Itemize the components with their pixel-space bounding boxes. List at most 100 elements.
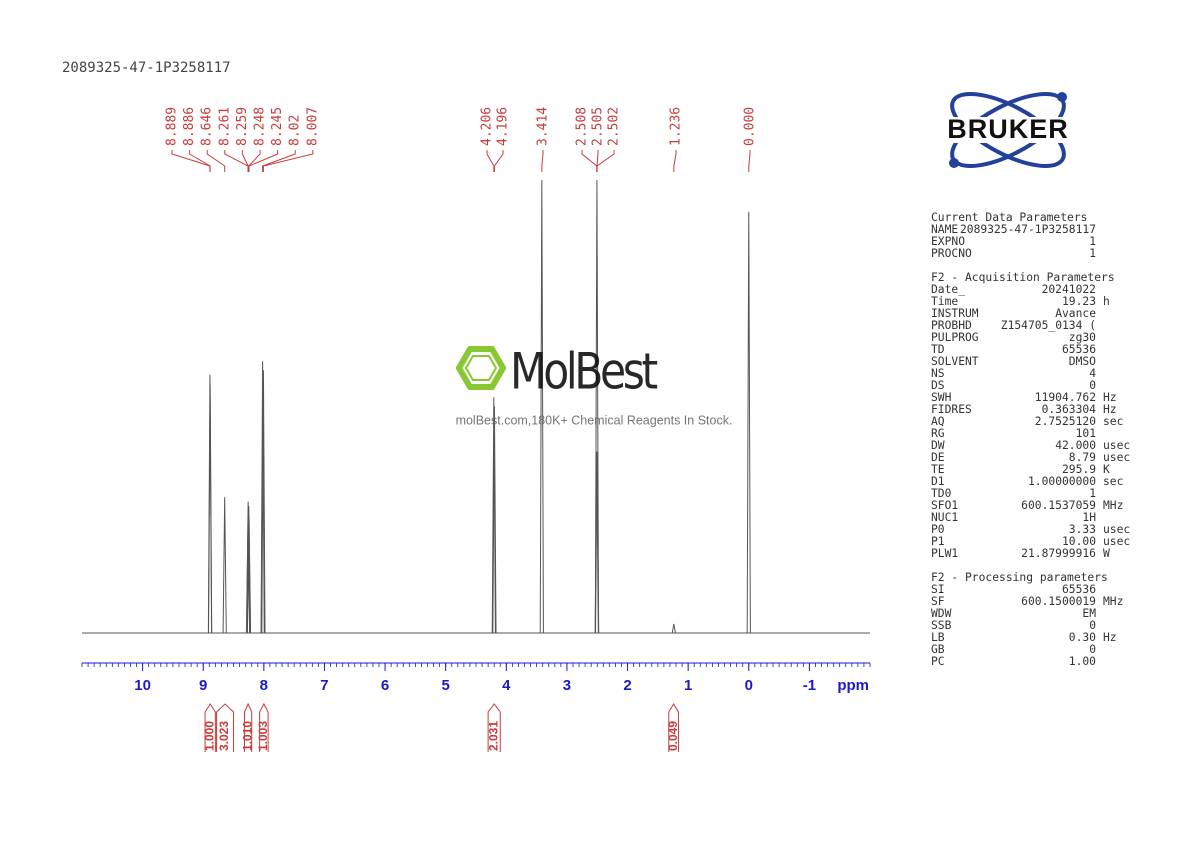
peak-label: 2.508 — [575, 107, 590, 146]
param-name: NAME — [931, 223, 958, 236]
param-name: RG — [931, 427, 945, 440]
peak-label: 8.886 — [182, 107, 197, 146]
integral-label: 0.049 — [666, 721, 680, 751]
param-name: PROCNO — [931, 247, 972, 260]
param-name: SI — [931, 583, 945, 596]
watermark-icon — [455, 346, 507, 390]
peak — [246, 515, 252, 634]
integral-label: 2.031 — [486, 721, 500, 751]
peak — [595, 451, 600, 634]
param-name: P1 — [931, 535, 945, 548]
param-name: PROBHD — [931, 319, 972, 332]
watermark: MolBest molBest.com,180K+ Chemical Reage… — [455, 342, 732, 427]
param-section-title: F2 - Processing parameters — [931, 571, 1108, 584]
param-unit: usec — [1103, 439, 1130, 452]
x-tick-label: 4 — [502, 677, 511, 694]
x-tick-label: 8 — [260, 677, 268, 694]
param-value: EM — [1082, 607, 1096, 620]
peak-label: 8.889 — [165, 107, 180, 146]
param-value: 2089325-47-1P3258117 — [960, 223, 1096, 236]
x-tick-label: 1 — [684, 677, 692, 694]
watermark-name: MolBest — [510, 342, 658, 400]
peak-connector — [493, 150, 504, 172]
param-value: DMSO — [1069, 355, 1096, 368]
integral-bracket — [487, 703, 501, 752]
param-value: 600.1500019 — [1021, 595, 1096, 608]
peak — [539, 179, 544, 634]
peak-label: 4.206 — [480, 107, 495, 146]
peak — [260, 361, 265, 634]
param-name: D1 — [931, 475, 945, 488]
param-value: 21.87999916 — [1021, 547, 1096, 560]
peak-label: 8.261 — [217, 107, 232, 146]
param-value: 2.7525120 — [1035, 415, 1096, 428]
param-unit: Hz — [1103, 391, 1117, 404]
x-tick-label: 9 — [199, 677, 207, 694]
param-name: EXPNO — [931, 235, 965, 248]
watermark-icon — [464, 355, 498, 381]
param-unit: usec — [1103, 535, 1130, 548]
peak-label: 0.000 — [743, 107, 758, 146]
param-value: Avance — [1055, 307, 1096, 320]
param-value: 20241022 — [1042, 283, 1096, 296]
param-value: 4 — [1089, 367, 1096, 380]
peak-label: 8.02 — [288, 115, 303, 146]
peak-connector — [262, 150, 314, 172]
peak-connector — [241, 150, 249, 172]
peak — [491, 397, 496, 634]
param-value: 0.363304 — [1042, 403, 1097, 416]
peak-connector — [541, 150, 544, 172]
title: 2089325-47-1P3258117 — [62, 60, 231, 76]
param-value: 19.23 — [1062, 295, 1096, 308]
param-value: 101 — [1076, 427, 1097, 440]
param-section-title: Current Data Parameters — [931, 211, 1087, 224]
integral-label: 1.000 — [202, 721, 216, 751]
param-unit: usec — [1103, 451, 1130, 464]
param-value: 0 — [1089, 619, 1096, 632]
param-name: P0 — [931, 523, 945, 536]
peak — [261, 370, 266, 634]
logo-orbit — [950, 91, 1066, 169]
param-name: DE — [931, 451, 945, 464]
integral-label: 1.003 — [256, 721, 270, 751]
peak — [222, 497, 227, 634]
param-value: 0.30 — [1069, 631, 1096, 644]
param-value: 10.00 — [1062, 535, 1096, 548]
param-value: 42.000 — [1055, 439, 1096, 452]
param-value: 8.79 — [1069, 451, 1096, 464]
param-name: Time — [931, 295, 958, 308]
integral-label: 3.023 — [217, 721, 231, 751]
x-tick-label: 3 — [563, 677, 571, 694]
peak-connector — [262, 150, 296, 172]
param-value: 0 — [1089, 379, 1096, 392]
param-unit: K — [1103, 463, 1110, 476]
param-name: PLW1 — [931, 547, 958, 560]
param-name: SFO1 — [931, 499, 958, 512]
param-value: zg30 — [1069, 331, 1096, 344]
param-name: SWH — [931, 391, 952, 404]
param-name: SOLVENT — [931, 355, 979, 368]
param-value: 65536 — [1062, 583, 1096, 596]
param-value: 11904.762 — [1035, 391, 1096, 404]
integral-bracket — [259, 702, 269, 752]
integral-bracket — [668, 703, 679, 752]
peak-label: 3.414 — [536, 107, 551, 146]
integral-label: 1.010 — [240, 721, 254, 751]
peak-label: 4.196 — [496, 107, 511, 146]
peak-label: 8.248 — [253, 107, 268, 146]
param-name: INSTRUM — [931, 307, 979, 320]
param-name: FIDRES — [931, 403, 972, 416]
peak-connector — [206, 150, 226, 172]
param-unit: h — [1103, 295, 1110, 308]
peak — [594, 179, 600, 634]
param-name: Date_ — [931, 283, 965, 296]
param-unit: Hz — [1103, 403, 1117, 416]
param-name: SSB — [931, 619, 952, 632]
param-name: SF — [931, 595, 945, 608]
x-tick-label: 2 — [623, 677, 631, 694]
x-tick-label: 10 — [134, 677, 151, 694]
x-axis-label: ppm — [837, 677, 869, 694]
integral-bracket — [216, 703, 235, 752]
integral-bracket — [243, 702, 253, 752]
peak — [246, 501, 251, 634]
